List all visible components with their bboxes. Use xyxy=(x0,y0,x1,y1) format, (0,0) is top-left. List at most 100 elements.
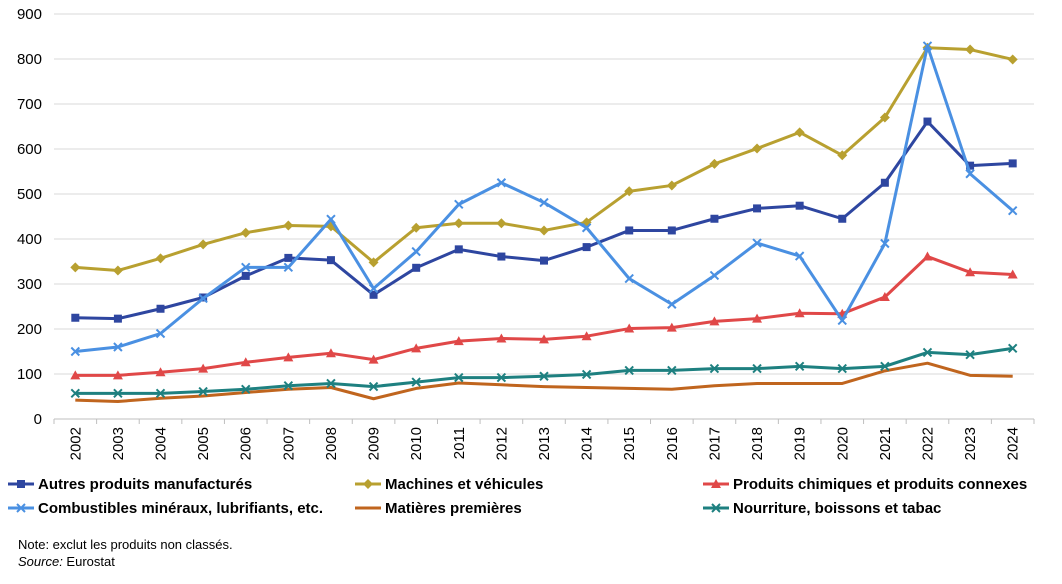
chart-note: Note: exclut les produits non classés. S… xyxy=(18,536,233,570)
data-point xyxy=(879,112,890,123)
x-tick-label: 2014 xyxy=(579,427,596,460)
data-point xyxy=(923,117,932,126)
data-point xyxy=(966,161,975,170)
data-point xyxy=(624,323,635,333)
series-3 xyxy=(70,41,1018,357)
series-line xyxy=(75,361,1013,403)
legend-label-autres-produits: Autres produits manufacturés xyxy=(38,475,253,493)
legend-item-nourriture: Nourriture, boissons et tabac xyxy=(703,496,941,520)
data-point xyxy=(284,253,293,262)
legend-item-combustibles: Combustibles minéraux, lubrifiants, etc. xyxy=(8,496,323,520)
data-point xyxy=(922,41,933,51)
x-tick-label: 2006 xyxy=(238,427,255,460)
data-point xyxy=(496,372,507,383)
data-point xyxy=(922,347,933,358)
data-point xyxy=(795,201,804,210)
data-point xyxy=(752,363,762,374)
x-tick-label: 2009 xyxy=(366,427,383,460)
x-tick-label: 2005 xyxy=(195,427,212,460)
x-tick-label: 2018 xyxy=(749,427,766,460)
data-point xyxy=(624,186,635,197)
x-tick-label: 2007 xyxy=(280,427,297,460)
data-point xyxy=(70,346,81,357)
data-point xyxy=(454,372,464,383)
legend-item-matieres-premieres: Matières premières xyxy=(355,496,522,520)
legend-item-machines: Machines et véhicules xyxy=(355,472,543,496)
data-point xyxy=(837,150,848,161)
data-point xyxy=(325,348,336,358)
x-tick-label: 2019 xyxy=(792,427,809,460)
x-tick-label: 2015 xyxy=(621,427,638,460)
data-point xyxy=(539,334,549,344)
data-point xyxy=(113,342,123,352)
data-point xyxy=(155,253,166,264)
legend: Autres produits manufacturés Machines et… xyxy=(0,472,1062,528)
data-point xyxy=(581,369,592,380)
y-tick-label: 500 xyxy=(17,186,42,203)
x-tick-label: 2011 xyxy=(451,427,468,459)
data-point xyxy=(837,363,847,374)
legend-marker-machines xyxy=(355,479,381,489)
data-point xyxy=(283,220,294,231)
data-point xyxy=(794,308,805,318)
data-point xyxy=(625,226,634,235)
data-point xyxy=(368,257,379,268)
series-5 xyxy=(70,343,1018,399)
legend-marker-autres-produits xyxy=(8,480,34,488)
legend-marker-combustibles xyxy=(8,503,34,513)
data-point xyxy=(198,293,208,304)
x-tick-label: 2016 xyxy=(664,427,681,460)
data-point xyxy=(411,343,422,353)
data-point xyxy=(880,238,890,249)
data-point xyxy=(922,251,933,261)
data-point xyxy=(112,265,123,276)
x-tick-label: 2010 xyxy=(408,427,425,460)
legend-item-produits-chimiques: Produits chimiques et produits connexes xyxy=(703,472,1027,496)
data-point xyxy=(155,388,166,399)
gridlines xyxy=(54,13,1034,375)
y-tick-label: 200 xyxy=(17,321,42,338)
data-point xyxy=(496,178,507,188)
y-tick-label: 400 xyxy=(17,231,42,248)
data-point xyxy=(369,290,378,299)
x-tick-label: 2013 xyxy=(536,427,553,460)
data-point xyxy=(709,316,720,326)
data-point xyxy=(752,238,762,248)
data-point xyxy=(1007,205,1018,216)
series-4 xyxy=(75,361,1013,403)
data-point xyxy=(453,336,464,346)
data-point xyxy=(454,245,463,254)
x-tick-label: 2003 xyxy=(110,427,127,460)
legend-label-matieres-premieres: Matières premières xyxy=(385,499,522,517)
data-point xyxy=(411,246,421,257)
data-point xyxy=(1008,159,1017,168)
data-point xyxy=(156,304,165,313)
data-point xyxy=(113,314,122,323)
data-point xyxy=(709,363,720,374)
data-point xyxy=(753,204,762,213)
data-point xyxy=(283,352,294,362)
series-line xyxy=(75,44,1014,353)
series-0 xyxy=(71,117,1017,323)
y-axis: 0 100 200 300 400 500 600 700 800 900 xyxy=(17,6,42,428)
data-point xyxy=(326,256,335,265)
data-point xyxy=(1007,269,1018,279)
series-line xyxy=(75,255,1013,377)
data-point xyxy=(709,270,720,281)
data-point xyxy=(667,299,677,309)
data-point xyxy=(880,178,889,187)
data-point xyxy=(412,263,421,272)
data-point xyxy=(283,380,294,391)
data-point xyxy=(283,262,294,273)
data-point xyxy=(241,271,250,280)
data-point xyxy=(240,227,251,238)
data-point xyxy=(71,313,80,322)
series-group xyxy=(70,41,1018,403)
legend-marker-nourriture xyxy=(703,503,729,513)
data-point xyxy=(879,292,890,302)
data-point xyxy=(540,256,548,265)
data-point xyxy=(666,180,677,191)
data-point xyxy=(496,218,507,229)
source-label: Source: xyxy=(18,554,63,569)
legend-label-combustibles: Combustibles minéraux, lubrifiants, etc. xyxy=(38,499,324,517)
